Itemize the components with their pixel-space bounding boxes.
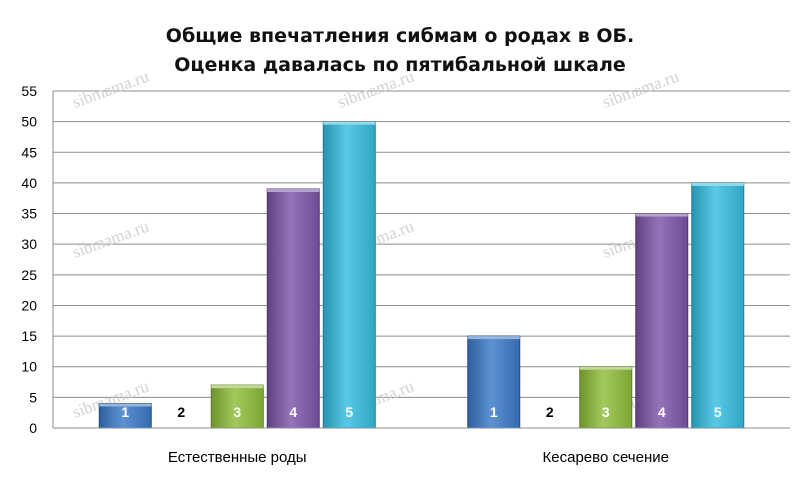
y-tick-label: 40 <box>21 175 37 191</box>
bar-data-label: 5 <box>345 404 353 420</box>
bar-cap <box>267 189 320 193</box>
bar-data-label: 3 <box>602 404 610 420</box>
chart-title-line-1: Общие впечатления сибмам о родах в ОБ. <box>165 25 635 47</box>
bar-data-label: 1 <box>121 404 129 420</box>
bar-data-label: 1 <box>490 404 498 420</box>
y-tick-label: 15 <box>21 328 37 344</box>
bar-cap <box>467 336 520 340</box>
bar-data-label: 5 <box>714 404 722 420</box>
x-category-label: Естественные роды <box>168 449 307 466</box>
y-tick-label: 0 <box>29 420 37 436</box>
watermark: sibmama.ru <box>70 216 152 261</box>
x-category-label: Кесарево сечение <box>543 449 669 466</box>
y-tick-label: 55 <box>21 83 37 99</box>
watermark: sibmama.ru <box>70 66 152 111</box>
chart-title-line-2: Оценка давалась по пятибальной шкале <box>174 54 626 76</box>
chart-title: Общие впечатления сибмам о родах в ОБ. О… <box>0 22 800 80</box>
bar <box>635 213 689 429</box>
bar-data-label: 3 <box>233 404 241 420</box>
bar-data-label: 2 <box>546 404 554 420</box>
bar-data-label: 4 <box>289 404 297 420</box>
bar-cap <box>99 403 152 407</box>
bar <box>322 121 376 429</box>
y-tick-label: 45 <box>21 144 37 160</box>
bar-cap <box>635 213 688 217</box>
bar <box>691 182 745 429</box>
bar <box>579 366 633 429</box>
y-tick-label: 5 <box>29 389 37 405</box>
y-tick-label: 50 <box>21 114 37 130</box>
bar-cap <box>323 121 376 125</box>
bar-cap <box>579 366 632 370</box>
bar <box>266 188 320 429</box>
y-tick-label: 25 <box>21 267 37 283</box>
y-tick-label: 35 <box>21 206 37 222</box>
y-tick-label: 20 <box>21 297 37 313</box>
watermark: sibmama.ru <box>335 66 417 111</box>
bar-data-label: 4 <box>658 404 666 420</box>
bar-cap <box>691 182 744 186</box>
watermark: sibmama.ru <box>600 66 682 111</box>
y-tick-label: 30 <box>21 236 37 252</box>
bar <box>98 402 152 429</box>
y-tick-label: 10 <box>21 359 37 375</box>
bar-data-label: 2 <box>177 404 185 420</box>
bar <box>467 335 521 429</box>
bar-cap <box>211 385 264 389</box>
bar <box>210 384 264 429</box>
